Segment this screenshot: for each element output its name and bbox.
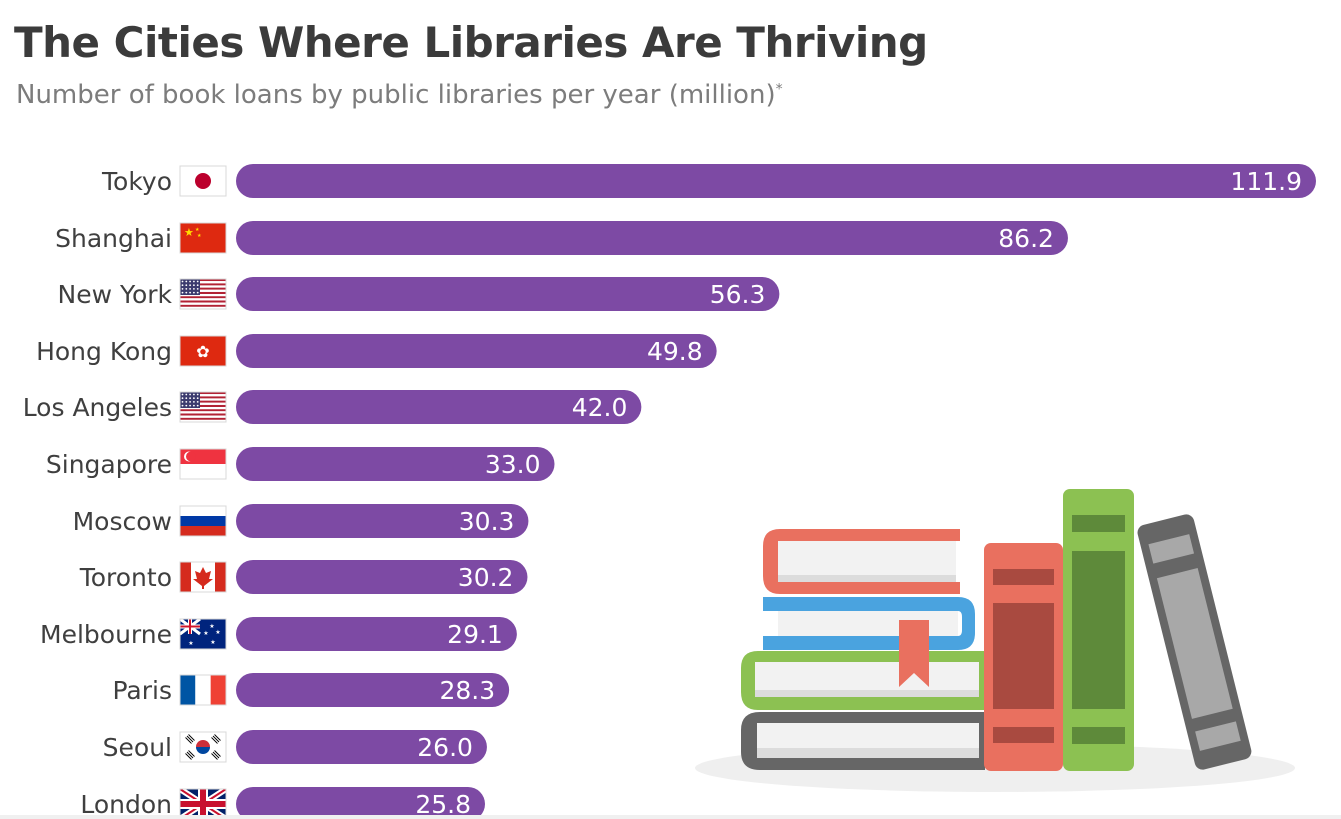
usa-flag-icon	[179, 391, 227, 423]
bar-row: Moscow 30.3	[73, 504, 529, 538]
hong-kong-flag-icon: ✿	[179, 335, 227, 367]
value-label: 111.9	[1230, 167, 1302, 196]
usa-flag-icon	[179, 278, 227, 310]
category-label: Paris	[112, 676, 172, 705]
china-flag-icon: ★ ★★	[179, 222, 227, 254]
category-label: Moscow	[73, 507, 172, 536]
category-label: Melbourne	[40, 620, 172, 649]
page-title: The Cities Where Libraries Are Thriving	[14, 18, 928, 67]
bar-row: Tokyo 111.9	[101, 164, 1316, 198]
svg-text:★: ★	[197, 233, 202, 239]
bar-row: Hong Kong ✿ 49.8	[36, 334, 717, 368]
bar-row: Los Angeles 42.0	[23, 390, 642, 424]
france-flag-icon	[179, 674, 227, 706]
bar	[236, 164, 1316, 198]
bar	[236, 277, 780, 311]
category-label: Shanghai	[55, 224, 172, 253]
value-label: 56.3	[710, 280, 766, 309]
category-label: Seoul	[103, 733, 172, 762]
bar	[236, 390, 642, 424]
svg-text:★: ★	[203, 630, 208, 637]
books-stack-icon	[695, 489, 1295, 792]
svg-text:★: ★	[209, 623, 214, 630]
japan-flag-icon	[179, 165, 227, 197]
bar	[236, 447, 555, 481]
bar	[236, 787, 486, 819]
singapore-flag-icon	[179, 448, 227, 480]
svg-text:★: ★	[195, 227, 200, 233]
bar-row: Paris 28.3	[112, 673, 510, 707]
bar-row: London 25.8	[80, 787, 486, 819]
bar	[236, 730, 487, 764]
bar	[236, 560, 528, 594]
category-label: Tokyo	[101, 167, 172, 196]
south-korea-flag-icon	[179, 731, 227, 763]
page-subtitle: Number of book loans by public libraries…	[16, 80, 783, 110]
uk-flag-icon	[179, 788, 227, 819]
value-label: 28.3	[439, 676, 495, 705]
bar-row: Toronto 30.2	[79, 560, 528, 594]
svg-text:★: ★	[188, 640, 193, 647]
bar-row: Seoul 26.0	[103, 730, 487, 764]
australia-flag-icon: ★★ ★★★	[179, 618, 227, 650]
value-label: 49.8	[647, 337, 703, 366]
bar-row: Singapore 33.0	[46, 447, 555, 481]
bar-row: Melbourne ★★ ★★★ 29.1	[40, 617, 517, 651]
bar-row: Shanghai ★ ★★ 86.2	[55, 221, 1068, 255]
bar	[236, 221, 1068, 255]
bar	[236, 617, 517, 651]
russia-flag-icon	[179, 505, 227, 537]
value-label: 29.1	[447, 620, 503, 649]
value-label: 30.3	[459, 507, 515, 536]
svg-text:✿: ✿	[196, 342, 209, 361]
category-label: Singapore	[46, 450, 172, 479]
bar	[236, 504, 529, 538]
bottom-divider	[0, 815, 1341, 819]
subtitle-text: Number of book loans by public libraries…	[16, 80, 776, 110]
category-label: London	[80, 790, 172, 819]
value-label: 42.0	[572, 393, 628, 422]
value-label: 33.0	[485, 450, 541, 479]
bar-row: New York 56.3	[58, 277, 780, 311]
value-label: 26.0	[417, 733, 473, 762]
svg-text:★: ★	[184, 226, 194, 239]
category-label: New York	[58, 280, 173, 309]
category-label: Los Angeles	[23, 393, 172, 422]
value-label: 30.2	[458, 563, 514, 592]
bar	[236, 673, 510, 707]
category-label: Toronto	[79, 563, 172, 592]
category-label: Hong Kong	[36, 337, 172, 366]
bar	[236, 334, 717, 368]
value-label: 86.2	[998, 224, 1054, 253]
subtitle-footnote-mark: *	[775, 81, 783, 98]
svg-text:★: ★	[210, 639, 215, 646]
svg-text:★: ★	[215, 629, 220, 636]
value-label: 25.8	[415, 790, 471, 819]
canada-flag-icon	[179, 561, 227, 593]
